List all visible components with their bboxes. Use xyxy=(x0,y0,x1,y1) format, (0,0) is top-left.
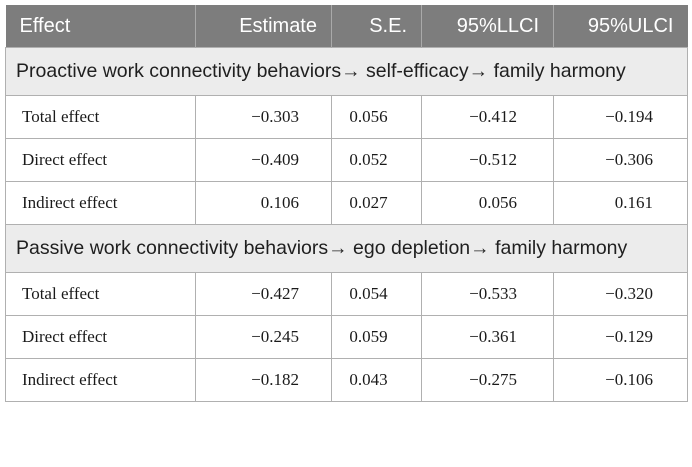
ulci-cell: −0.320 xyxy=(553,272,688,316)
llci-cell: −0.412 xyxy=(421,95,554,139)
table-row: Direct effect −0.409 0.052 −0.512 −0.306 xyxy=(5,138,688,182)
llci-cell: −0.361 xyxy=(421,315,554,359)
header-effect: Effect xyxy=(5,5,196,48)
estimate-cell: −0.427 xyxy=(195,272,332,316)
estimate-cell: −0.245 xyxy=(195,315,332,359)
estimate-cell: −0.303 xyxy=(195,95,332,139)
table-row: Indirect effect −0.182 0.043 −0.275 −0.1… xyxy=(5,358,688,402)
header-ulci: 95%ULCI xyxy=(553,5,688,48)
se-cell: 0.056 xyxy=(331,95,422,139)
llci-cell: −0.275 xyxy=(421,358,554,402)
ulci-cell: 0.161 xyxy=(553,181,688,225)
effect-label: Direct effect xyxy=(5,315,196,359)
header-row: Effect Estimate S.E. 95%LLCI 95%ULCI xyxy=(5,5,688,48)
estimate-cell: −0.182 xyxy=(195,358,332,402)
se-cell: 0.054 xyxy=(331,272,422,316)
effect-label: Indirect effect xyxy=(5,358,196,402)
section-title: Proactive work connectivity behaviors→ s… xyxy=(5,47,688,96)
ulci-cell: −0.194 xyxy=(553,95,688,139)
estimate-cell: 0.106 xyxy=(195,181,332,225)
mediation-effects-table-container: Effect Estimate S.E. 95%LLCI 95%ULCI Pro… xyxy=(5,5,688,462)
ulci-cell: −0.129 xyxy=(553,315,688,359)
estimate-cell: −0.409 xyxy=(195,138,332,182)
effect-label: Total effect xyxy=(5,272,196,316)
llci-cell: −0.512 xyxy=(421,138,554,182)
effect-label: Direct effect xyxy=(5,138,196,182)
table-row: Direct effect −0.245 0.059 −0.361 −0.129 xyxy=(5,315,688,359)
se-cell: 0.052 xyxy=(331,138,422,182)
effect-label: Total effect xyxy=(5,95,196,139)
header-llci: 95%LLCI xyxy=(421,5,554,48)
table-row: Total effect −0.427 0.054 −0.533 −0.320 xyxy=(5,272,688,316)
mediation-effects-table: Effect Estimate S.E. 95%LLCI 95%ULCI Pro… xyxy=(5,5,688,402)
header-estimate: Estimate xyxy=(195,5,332,48)
table-row: Indirect effect 0.106 0.027 0.056 0.161 xyxy=(5,181,688,225)
ulci-cell: −0.106 xyxy=(553,358,688,402)
se-cell: 0.027 xyxy=(331,181,422,225)
se-cell: 0.059 xyxy=(331,315,422,359)
llci-cell: −0.533 xyxy=(421,272,554,316)
section-row: Proactive work connectivity behaviors→ s… xyxy=(5,47,688,96)
table-row: Total effect −0.303 0.056 −0.412 −0.194 xyxy=(5,95,688,139)
section-row: Passive work connectivity behaviors→ ego… xyxy=(5,224,688,273)
se-cell: 0.043 xyxy=(331,358,422,402)
ulci-cell: −0.306 xyxy=(553,138,688,182)
header-se: S.E. xyxy=(331,5,422,48)
llci-cell: 0.056 xyxy=(421,181,554,225)
section-title: Passive work connectivity behaviors→ ego… xyxy=(5,224,688,273)
effect-label: Indirect effect xyxy=(5,181,196,225)
